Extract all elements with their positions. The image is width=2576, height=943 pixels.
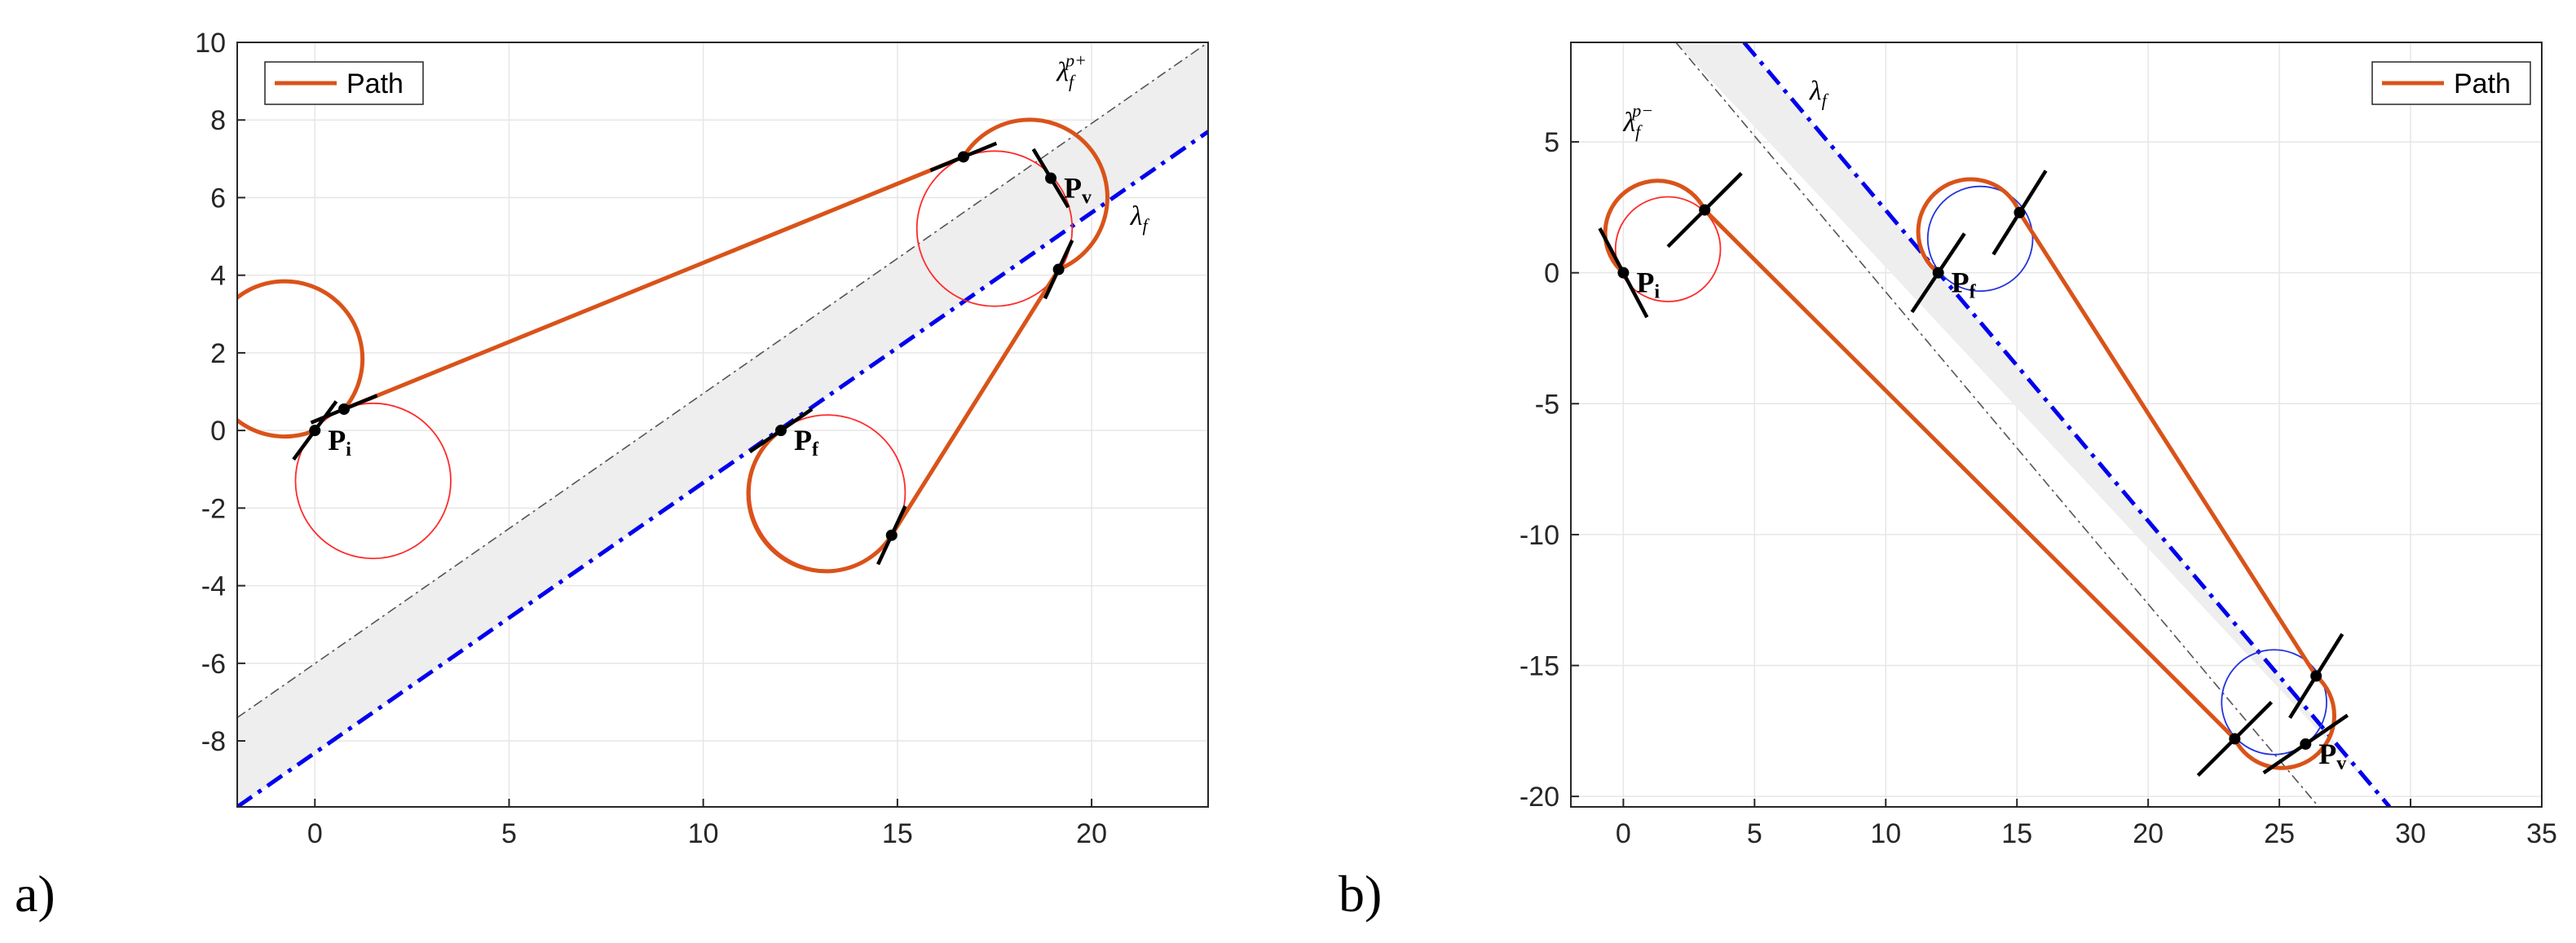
x-tick-label: 30 xyxy=(2395,818,2426,849)
x-tick-label: 0 xyxy=(1616,818,1631,849)
line-annotation: λf xyxy=(1130,201,1150,236)
plot-area xyxy=(1598,42,2392,807)
x-tick-label: 20 xyxy=(1076,818,1107,849)
x-tick-label: 15 xyxy=(2001,818,2032,849)
y-tick-label: 4 xyxy=(210,261,226,292)
point-label: Pf xyxy=(794,424,819,460)
point-label-sub: f xyxy=(1969,282,1977,303)
waypoint-marker xyxy=(2014,206,2026,218)
x-tick-label: 20 xyxy=(2133,818,2164,849)
path-series xyxy=(237,117,1109,574)
legend-label: Path xyxy=(2454,68,2511,99)
y-tick-label: -5 xyxy=(1535,389,1559,420)
point-label: Pi xyxy=(1636,267,1660,303)
y-tick-label: 0 xyxy=(1544,258,1559,289)
point-label-sub: f xyxy=(812,439,819,460)
point-label: Pf xyxy=(1952,267,1977,303)
y-tick-label: -4 xyxy=(201,571,226,602)
boundary-line-lambda_f_p_plus xyxy=(237,42,1208,719)
line-annotation: λf xyxy=(1809,77,1829,111)
point-label-sub: i xyxy=(346,439,351,460)
y-tick-label: -15 xyxy=(1520,651,1559,682)
y-tick-label: 0 xyxy=(210,416,226,447)
annotation-sup: p− xyxy=(1630,100,1653,121)
waypoint-marker xyxy=(1699,204,1711,216)
point-label-main: P xyxy=(794,424,812,456)
annotation-sub: f xyxy=(1069,72,1076,92)
annotation-main: λ xyxy=(1130,201,1143,231)
legend-label: Path xyxy=(346,68,404,99)
y-tick-label: 10 xyxy=(195,28,226,59)
y-tick-label: 8 xyxy=(210,105,226,136)
x-tick-label: 10 xyxy=(688,818,719,849)
point-label: Pi xyxy=(328,424,351,460)
panel-a-label: a) xyxy=(15,865,55,923)
waypoint-marker xyxy=(1617,267,1630,279)
boundary-line-lambda_f xyxy=(237,130,1208,807)
waypoint-marker xyxy=(1932,267,1944,279)
annotation-sub: f xyxy=(1142,215,1149,236)
turning-circle xyxy=(1614,196,1722,302)
waypoint-marker xyxy=(338,403,351,415)
y-tick-label: -2 xyxy=(201,493,226,524)
annotation-sub: f xyxy=(1822,90,1829,111)
point-label: Pv xyxy=(2318,738,2346,774)
x-tick-label: 5 xyxy=(501,818,517,849)
x-tick-label: 35 xyxy=(2526,818,2557,849)
x-tick-label: 5 xyxy=(1747,818,1762,849)
x-tick-label: 25 xyxy=(2264,818,2295,849)
line-annotation: λfp+ xyxy=(1056,51,1087,92)
point-label-sub: i xyxy=(1654,282,1660,303)
point-label-main: P xyxy=(1952,267,1969,299)
waypoint-marker xyxy=(1052,263,1065,275)
point-label-main: P xyxy=(1064,172,1082,205)
annotation-main: λ xyxy=(1622,108,1635,138)
turning-circle xyxy=(294,402,452,560)
boundary-line-lambda_f xyxy=(1742,42,2392,807)
x-tick-label: 15 xyxy=(882,818,913,849)
line-annotation: λfp− xyxy=(1622,100,1653,142)
plot-area xyxy=(237,42,1208,807)
point-label-main: P xyxy=(1636,267,1654,299)
panel-b-label: b) xyxy=(1339,865,1382,923)
axes-frame xyxy=(236,42,1209,808)
y-tick-label: 5 xyxy=(1544,127,1559,158)
axes-frame xyxy=(1570,42,2543,808)
point-label: Pv xyxy=(1064,172,1092,209)
x-tick-label: 0 xyxy=(307,818,323,849)
path-series xyxy=(1603,177,2336,770)
waypoint-marker xyxy=(2300,738,2312,750)
point-label-sub: v xyxy=(1082,187,1092,209)
waypoint-marker xyxy=(885,529,898,541)
annotation-sup: p+ xyxy=(1064,51,1087,71)
turning-circle xyxy=(915,150,1074,307)
boundary-line-lambda_f_p_minus xyxy=(1675,42,2320,807)
feasible-band xyxy=(237,42,1208,807)
waypoint-marker xyxy=(2229,733,2241,745)
y-tick-label: 2 xyxy=(210,338,226,369)
feasible-band xyxy=(1675,42,2390,807)
annotation-main: λ xyxy=(1056,58,1069,88)
point-label-sub: v xyxy=(2336,753,2346,774)
y-tick-label: -10 xyxy=(1520,520,1559,551)
waypoint-marker xyxy=(309,425,321,437)
turning-circle xyxy=(2221,649,2327,756)
y-tick-label: 6 xyxy=(210,183,226,214)
y-tick-label: -6 xyxy=(201,649,226,680)
y-tick-label: -20 xyxy=(1520,782,1559,813)
x-tick-label: 10 xyxy=(1870,818,1901,849)
point-label-main: P xyxy=(328,424,346,456)
waypoint-marker xyxy=(957,151,969,163)
waypoint-marker xyxy=(774,425,787,437)
waypoint-marker xyxy=(1045,172,1057,184)
annotation-main: λ xyxy=(1809,77,1822,107)
annotation-sub: f xyxy=(1635,121,1643,142)
turning-circle xyxy=(1926,185,2034,293)
waypoint-marker xyxy=(2310,670,2322,682)
point-label-main: P xyxy=(2318,738,2336,770)
y-tick-label: -8 xyxy=(201,726,226,757)
